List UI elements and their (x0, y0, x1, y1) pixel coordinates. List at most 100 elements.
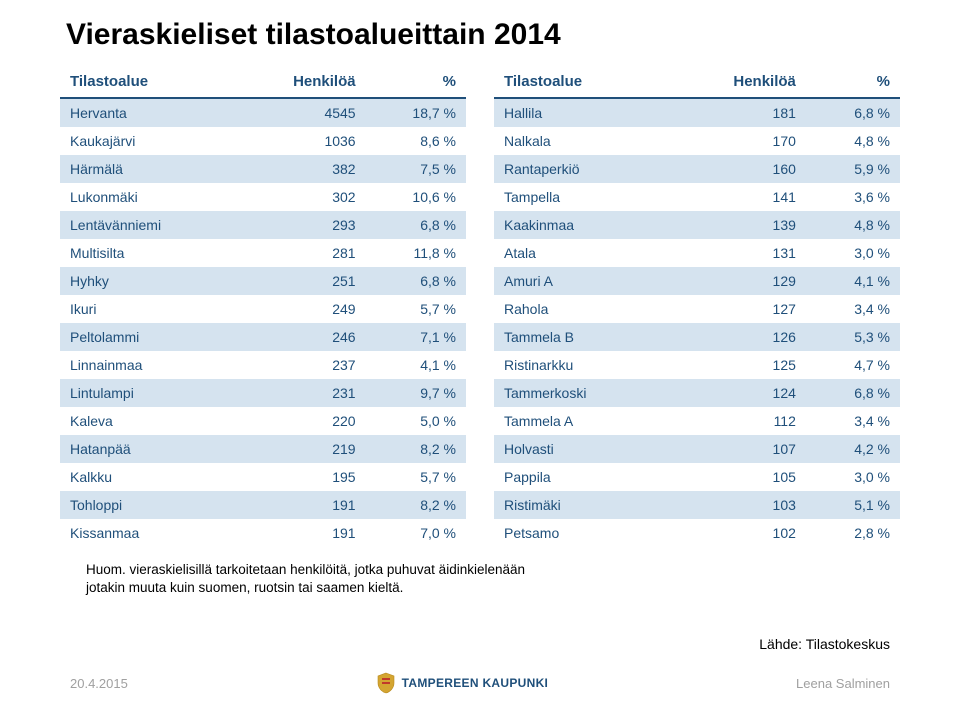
table-row: Pappila1053,0 % (494, 463, 900, 491)
cell-pct: 4,1 % (806, 267, 900, 295)
cell-persons: 102 (667, 519, 806, 547)
cell-area: Multisilta (60, 239, 235, 267)
cell-pct: 3,4 % (806, 295, 900, 323)
cell-pct: 4,8 % (806, 127, 900, 155)
cell-area: Rantaperkiö (494, 155, 667, 183)
footnote-line1: Huom. vieraskielisillä tarkoitetaan henk… (86, 562, 525, 577)
cell-persons: 160 (667, 155, 806, 183)
footer: 20.4.2015 TAMPEREEN KAUPUNKI Leena Salmi… (0, 668, 960, 708)
cell-pct: 7,5 % (366, 155, 466, 183)
cell-pct: 5,3 % (806, 323, 900, 351)
cell-persons: 220 (235, 407, 365, 435)
cell-pct: 8,2 % (366, 435, 466, 463)
footer-date: 20.4.2015 (70, 676, 128, 691)
table-row: Lintulampi2319,7 % (60, 379, 466, 407)
cell-area: Tampella (494, 183, 667, 211)
cell-pct: 5,0 % (366, 407, 466, 435)
table-row: Ristimäki1035,1 % (494, 491, 900, 519)
cell-persons: 170 (667, 127, 806, 155)
cell-pct: 3,0 % (806, 239, 900, 267)
cell-pct: 5,1 % (806, 491, 900, 519)
data-table-left: Tilastoalue Henkilöä % Hervanta454518,7 … (60, 66, 466, 547)
col-pct: % (806, 66, 900, 98)
cell-area: Nalkala (494, 127, 667, 155)
cell-persons: 382 (235, 155, 365, 183)
cell-persons: 131 (667, 239, 806, 267)
cell-pct: 6,8 % (806, 98, 900, 127)
cell-area: Kaukajärvi (60, 127, 235, 155)
cell-persons: 139 (667, 211, 806, 239)
table-row: Multisilta28111,8 % (60, 239, 466, 267)
cell-area: Ristinarkku (494, 351, 667, 379)
cell-area: Petsamo (494, 519, 667, 547)
table-row: Nalkala1704,8 % (494, 127, 900, 155)
cell-persons: 4545 (235, 98, 365, 127)
table-row: Lentävänniemi2936,8 % (60, 211, 466, 239)
cell-pct: 8,2 % (366, 491, 466, 519)
table-header-row: Tilastoalue Henkilöä % (60, 66, 466, 98)
cell-persons: 141 (667, 183, 806, 211)
table-row: Tammela B1265,3 % (494, 323, 900, 351)
table-row: Petsamo1022,8 % (494, 519, 900, 547)
cell-area: Hatanpää (60, 435, 235, 463)
table-right: Tilastoalue Henkilöä % Hallila1816,8 %Na… (494, 66, 900, 547)
cell-persons: 112 (667, 407, 806, 435)
cell-pct: 3,4 % (806, 407, 900, 435)
cell-persons: 103 (667, 491, 806, 519)
footnote: Huom. vieraskielisillä tarkoitetaan henk… (86, 561, 626, 597)
table-row: Lukonmäki30210,6 % (60, 183, 466, 211)
cell-pct: 5,7 % (366, 463, 466, 491)
slide: Vieraskieliset tilastoalueittain 2014 Ti… (0, 0, 960, 597)
cell-area: Atala (494, 239, 667, 267)
cell-persons: 293 (235, 211, 365, 239)
table-row: Hatanpää2198,2 % (60, 435, 466, 463)
footnote-line2: jotakin muuta kuin suomen, ruotsin tai s… (86, 580, 403, 595)
table-row: Kaukajärvi10368,6 % (60, 127, 466, 155)
cell-area: Linnainmaa (60, 351, 235, 379)
table-row: Tammerkoski1246,8 % (494, 379, 900, 407)
cell-pct: 6,8 % (366, 267, 466, 295)
cell-pct: 4,8 % (806, 211, 900, 239)
table-row: Härmälä3827,5 % (60, 155, 466, 183)
source-label: Lähde: Tilastokeskus (759, 636, 890, 652)
cell-persons: 181 (667, 98, 806, 127)
cell-persons: 1036 (235, 127, 365, 155)
page-title: Vieraskieliset tilastoalueittain 2014 (66, 18, 900, 52)
cell-pct: 10,6 % (366, 183, 466, 211)
cell-persons: 246 (235, 323, 365, 351)
cell-persons: 219 (235, 435, 365, 463)
cell-area: Pappila (494, 463, 667, 491)
cell-area: Härmälä (60, 155, 235, 183)
cell-pct: 4,1 % (366, 351, 466, 379)
cell-persons: 129 (667, 267, 806, 295)
cell-pct: 4,2 % (806, 435, 900, 463)
cell-persons: 107 (667, 435, 806, 463)
table-row: Amuri A1294,1 % (494, 267, 900, 295)
cell-area: Hyhky (60, 267, 235, 295)
cell-persons: 237 (235, 351, 365, 379)
table-row: Peltolammi2467,1 % (60, 323, 466, 351)
cell-area: Peltolammi (60, 323, 235, 351)
table-row: Linnainmaa2374,1 % (60, 351, 466, 379)
cell-pct: 7,0 % (366, 519, 466, 547)
cell-pct: 8,6 % (366, 127, 466, 155)
table-row: Tohloppi1918,2 % (60, 491, 466, 519)
data-table-right: Tilastoalue Henkilöä % Hallila1816,8 %Na… (494, 66, 900, 547)
cell-area: Amuri A (494, 267, 667, 295)
cell-pct: 7,1 % (366, 323, 466, 351)
cell-pct: 5,9 % (806, 155, 900, 183)
cell-persons: 191 (235, 519, 365, 547)
table-row: Kaleva2205,0 % (60, 407, 466, 435)
cell-persons: 231 (235, 379, 365, 407)
cell-persons: 195 (235, 463, 365, 491)
shield-icon (376, 672, 396, 694)
cell-area: Ikuri (60, 295, 235, 323)
table-row: Hervanta454518,7 % (60, 98, 466, 127)
col-pct: % (366, 66, 466, 98)
col-persons: Henkilöä (235, 66, 365, 98)
cell-area: Kalkku (60, 463, 235, 491)
cell-area: Hervanta (60, 98, 235, 127)
cell-pct: 3,6 % (806, 183, 900, 211)
cell-persons: 124 (667, 379, 806, 407)
table-row: Kalkku1955,7 % (60, 463, 466, 491)
